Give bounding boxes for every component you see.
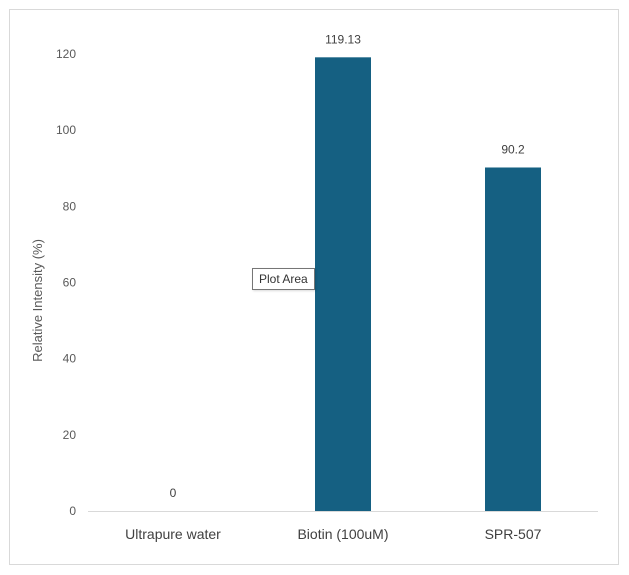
y-tick-label: 120 — [56, 47, 76, 61]
bar-data-label: 119.13 — [325, 32, 361, 46]
plot-area-tooltip: Plot Area — [252, 268, 315, 290]
x-category-label: Biotin (100uM) — [297, 526, 388, 542]
x-category-label: SPR-507 — [485, 526, 542, 542]
bar[interactable] — [485, 167, 541, 511]
y-tick-label: 20 — [63, 428, 77, 442]
data-labels: 0 119.13 90.2 — [170, 32, 525, 500]
bar-data-label: 90.2 — [501, 142, 525, 156]
y-tick-label: 60 — [63, 276, 77, 290]
y-axis-ticks: 0 20 40 60 80 100 120 — [56, 47, 76, 518]
x-category-label: Ultrapure water — [125, 526, 221, 542]
y-tick-label: 80 — [63, 199, 77, 213]
bar[interactable] — [315, 57, 371, 511]
y-axis-title: Relative Intensity (%) — [30, 239, 45, 362]
bars — [315, 57, 541, 511]
x-axis-categories: Ultrapure water Biotin (100uM) SPR-507 — [125, 526, 541, 542]
bar-data-label: 0 — [170, 486, 177, 500]
y-tick-label: 40 — [63, 352, 77, 366]
y-tick-label: 0 — [69, 504, 76, 518]
y-tick-label: 100 — [56, 123, 76, 137]
